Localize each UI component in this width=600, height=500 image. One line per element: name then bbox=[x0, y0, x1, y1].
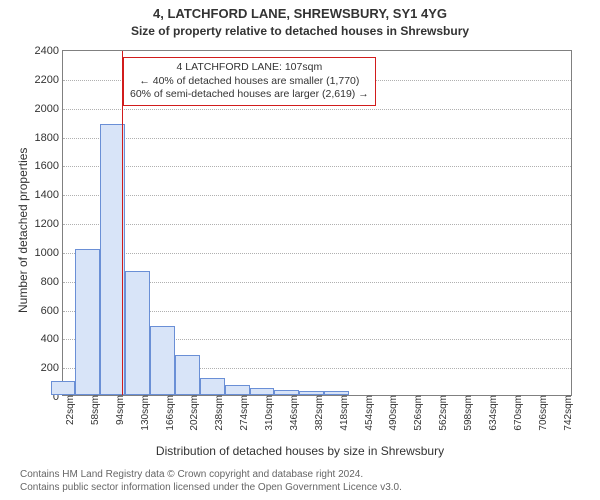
x-tick-label: 562sqm bbox=[436, 395, 449, 431]
y-tick-label: 2400 bbox=[35, 45, 63, 57]
histogram-bar bbox=[175, 355, 200, 395]
y-tick-label: 600 bbox=[41, 305, 63, 317]
y-tick-label: 1800 bbox=[35, 132, 63, 144]
histogram-bar bbox=[274, 390, 299, 395]
gridline bbox=[63, 253, 571, 254]
gridline bbox=[63, 166, 571, 167]
x-tick-label: 202sqm bbox=[187, 395, 200, 431]
histogram-bar bbox=[75, 249, 100, 395]
x-axis-label: Distribution of detached houses by size … bbox=[0, 444, 600, 458]
histogram-bar bbox=[225, 385, 250, 395]
x-tick-label: 742sqm bbox=[561, 395, 574, 431]
y-tick-label: 1200 bbox=[35, 218, 63, 230]
x-tick-label: 130sqm bbox=[138, 395, 151, 431]
page-subtitle: Size of property relative to detached ho… bbox=[0, 24, 600, 38]
x-tick-label: 382sqm bbox=[312, 395, 325, 431]
y-tick-label: 800 bbox=[41, 276, 63, 288]
histogram-bar bbox=[51, 381, 76, 395]
histogram-bar bbox=[150, 326, 175, 395]
attribution-footer: Contains HM Land Registry data © Crown c… bbox=[20, 468, 402, 494]
histogram-bar bbox=[250, 388, 275, 395]
histogram-bar bbox=[200, 378, 225, 395]
histogram-bar bbox=[125, 271, 150, 395]
y-tick-label: 1000 bbox=[35, 247, 63, 259]
x-tick-label: 670sqm bbox=[511, 395, 524, 431]
annotation-line: 4 LATCHFORD LANE: 107sqm bbox=[130, 61, 369, 75]
gridline bbox=[63, 109, 571, 110]
chart-plot-area: 0200400600800100012001400160018002000220… bbox=[62, 50, 572, 396]
annotation-line: 60% of semi-detached houses are larger (… bbox=[130, 88, 369, 102]
x-tick-label: 166sqm bbox=[163, 395, 176, 431]
x-tick-label: 526sqm bbox=[411, 395, 424, 431]
y-tick-label: 400 bbox=[41, 333, 63, 345]
x-tick-label: 490sqm bbox=[386, 395, 399, 431]
x-tick-label: 310sqm bbox=[262, 395, 275, 431]
annotation-line: ← 40% of detached houses are smaller (1,… bbox=[130, 75, 369, 89]
footer-line: Contains HM Land Registry data © Crown c… bbox=[20, 468, 402, 481]
y-tick-label: 200 bbox=[41, 362, 63, 374]
histogram-bar bbox=[299, 391, 324, 395]
y-tick-label: 2200 bbox=[35, 74, 63, 86]
footer-line: Contains public sector information licen… bbox=[20, 481, 402, 494]
x-tick-label: 94sqm bbox=[113, 395, 126, 425]
x-tick-label: 454sqm bbox=[362, 395, 375, 431]
y-tick-label: 2000 bbox=[35, 103, 63, 115]
x-tick-label: 634sqm bbox=[486, 395, 499, 431]
x-tick-label: 706sqm bbox=[536, 395, 549, 431]
page-title: 4, LATCHFORD LANE, SHREWSBURY, SY1 4YG bbox=[0, 6, 600, 21]
x-tick-label: 58sqm bbox=[88, 395, 101, 425]
gridline bbox=[63, 195, 571, 196]
x-tick-label: 238sqm bbox=[212, 395, 225, 431]
x-tick-label: 346sqm bbox=[287, 395, 300, 431]
histogram-bar bbox=[324, 391, 349, 395]
gridline bbox=[63, 138, 571, 139]
x-tick-label: 418sqm bbox=[337, 395, 350, 431]
x-tick-label: 274sqm bbox=[237, 395, 250, 431]
y-axis-label: Number of detached properties bbox=[16, 148, 30, 313]
y-tick-label: 1400 bbox=[35, 189, 63, 201]
annotation-box: 4 LATCHFORD LANE: 107sqm← 40% of detache… bbox=[123, 57, 376, 106]
gridline bbox=[63, 224, 571, 225]
x-tick-label: 598sqm bbox=[461, 395, 474, 431]
x-tick-label: 22sqm bbox=[63, 395, 76, 425]
y-tick-label: 1600 bbox=[35, 160, 63, 172]
